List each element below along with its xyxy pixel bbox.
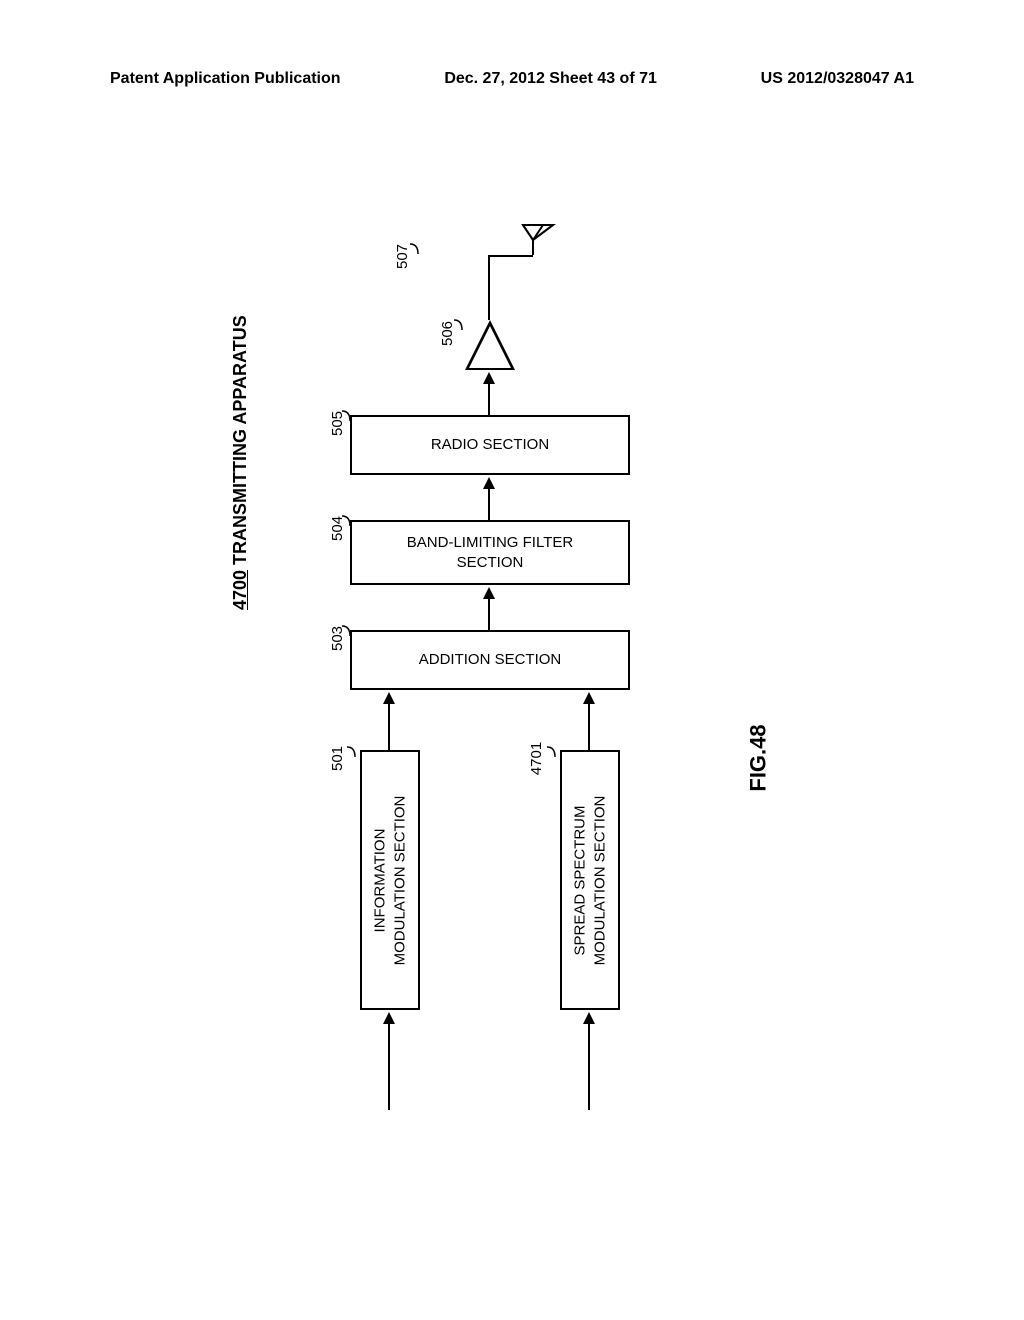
title-text-label: TRANSMITTING APPARATUS	[230, 315, 250, 565]
arrow-input-spread	[588, 1020, 590, 1110]
amplifier-icon	[465, 320, 515, 370]
arrow-filter-to-radio	[488, 485, 490, 520]
bracket-antenna	[408, 242, 428, 257]
label-addition: ADDITION SECTION	[419, 650, 562, 670]
arrow-head-addition-to-filter	[483, 587, 495, 599]
bracket-spread-modulation	[545, 745, 565, 760]
arrow-head-info-to-addition	[383, 692, 395, 704]
page-header: Patent Application Publication Dec. 27, …	[0, 70, 1024, 88]
block-addition: ADDITION SECTION	[350, 630, 630, 690]
bracket-addition	[340, 624, 360, 639]
arrow-head-spread-to-addition	[583, 692, 595, 704]
arrow-addition-to-filter	[488, 595, 490, 630]
label-spread-modulation: SPREAD SPECTRUMMODULATION SECTION	[571, 795, 610, 965]
arrow-info-to-addition	[388, 700, 390, 750]
arrow-input-info	[388, 1020, 390, 1110]
bracket-info-modulation	[345, 745, 365, 760]
title-number: 4700	[230, 570, 250, 610]
arrow-head-input-info	[383, 1012, 395, 1024]
figure-label: FIG.48	[746, 724, 772, 791]
header-center: Dec. 27, 2012 Sheet 43 of 71	[444, 70, 657, 88]
ref-info-modulation: 501	[329, 746, 346, 771]
bracket-amplifier	[452, 318, 472, 333]
arrow-spread-to-addition	[588, 700, 590, 750]
block-filter: BAND-LIMITING FILTERSECTION	[350, 520, 630, 585]
label-filter: BAND-LIMITING FILTERSECTION	[407, 533, 573, 572]
label-info-modulation: INFORMATIONMODULATION SECTION	[371, 795, 410, 965]
header-left: Patent Application Publication	[110, 70, 341, 88]
arrow-head-input-spread	[583, 1012, 595, 1024]
block-radio: RADIO SECTION	[350, 415, 630, 475]
diagram: 4700 TRANSMITTING APPARATUS INFORMATIONM…	[190, 190, 790, 1130]
block-spread-modulation: SPREAD SPECTRUMMODULATION SECTION	[560, 750, 620, 1010]
line-amp-to-antenna	[488, 255, 490, 320]
label-radio: RADIO SECTION	[431, 435, 549, 455]
header-right: US 2012/0328047 A1	[761, 70, 914, 88]
ref-spread-modulation: 4701	[528, 742, 545, 775]
block-info-modulation: INFORMATIONMODULATION SECTION	[360, 750, 420, 1010]
arrow-radio-to-amp	[488, 380, 490, 415]
bracket-radio	[340, 409, 360, 424]
diagram-title: 4700 TRANSMITTING APPARATUS	[230, 315, 251, 610]
antenna-icon	[518, 220, 558, 260]
arrow-head-filter-to-radio	[483, 477, 495, 489]
arrow-head-radio-to-amp	[483, 372, 495, 384]
bracket-filter	[340, 514, 360, 529]
